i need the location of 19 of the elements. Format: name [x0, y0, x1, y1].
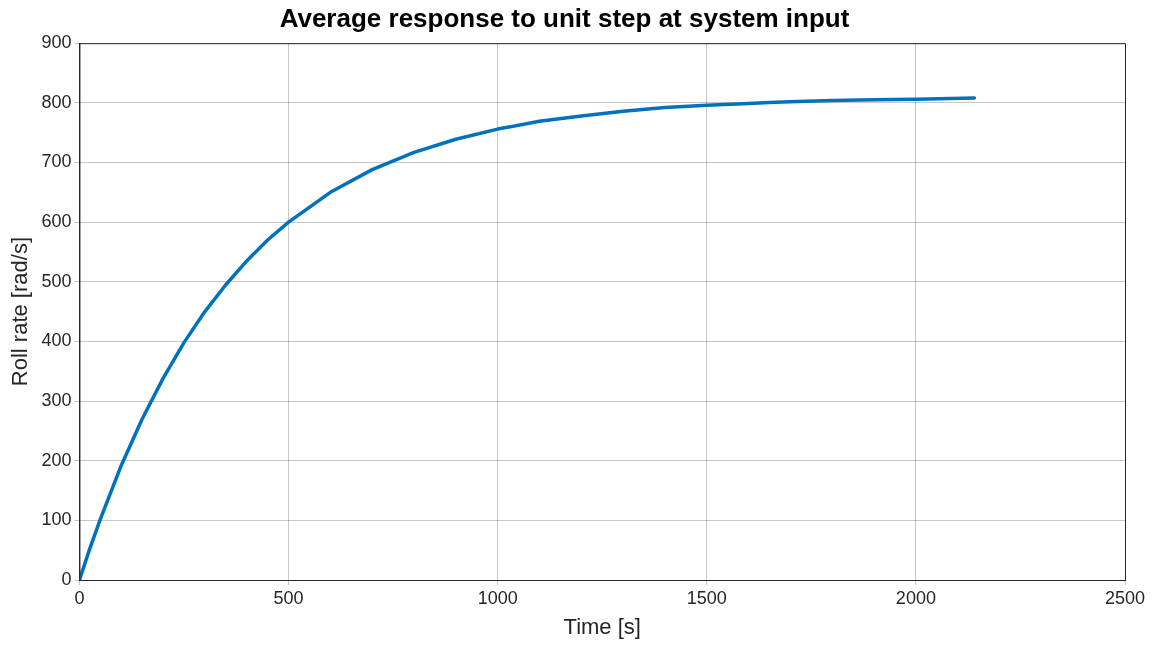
y-tick-label: 300 — [41, 390, 72, 411]
y-tick-label: 700 — [41, 151, 72, 172]
x-tick-label: 1000 — [477, 587, 518, 608]
y-axis-title: Roll rate [rad/s] — [7, 237, 33, 387]
x-axis-title: Time [s] — [563, 613, 641, 639]
y-tick-label: 100 — [41, 509, 72, 530]
x-tick-label: 0 — [74, 587, 85, 608]
y-tick-label: 200 — [41, 449, 72, 470]
y-tick-label: 800 — [41, 91, 72, 112]
chart-title: Average response to unit step at system input — [279, 2, 850, 33]
y-tick-label: 900 — [41, 32, 72, 53]
y-tick-label: 600 — [41, 211, 72, 232]
y-tick-label: 0 — [61, 568, 72, 589]
y-tick-label: 500 — [41, 270, 72, 291]
x-tick-label: 2000 — [895, 587, 936, 608]
x-tick-label: 1500 — [686, 587, 727, 608]
x-tick-label: 500 — [273, 587, 304, 608]
x-tick-label: 2500 — [1104, 587, 1146, 608]
y-tick-label: 400 — [41, 330, 72, 351]
